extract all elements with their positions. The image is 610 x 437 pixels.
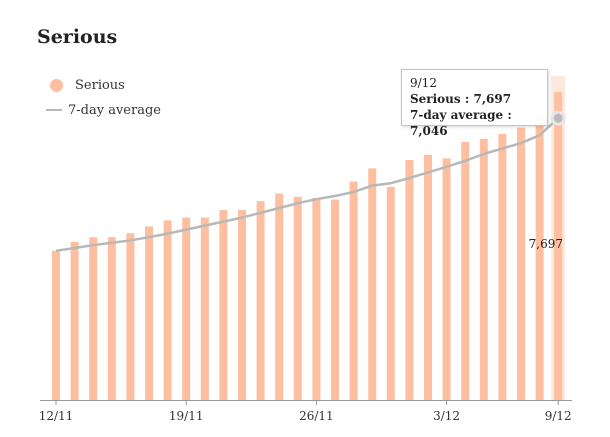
legend: Serious 7-day average [46,74,161,124]
bar [535,114,544,401]
bar [238,210,246,400]
x-tick-label: 12/11 [39,409,74,423]
legend-item-average[interactable]: 7-day average [46,99,161,121]
x-tick-label: 9/12 [545,409,572,423]
bar [89,237,98,400]
x-tick-label: 26/11 [299,409,334,423]
bar [275,193,284,400]
bar [70,242,79,400]
bar [293,196,302,400]
bar [145,226,153,400]
bar [554,92,563,401]
tooltip-average-label: 7-day average [410,108,504,122]
chart-title: Serious [37,26,118,48]
bar [442,158,451,400]
tooltip-serious-value: 7,697 [473,92,512,106]
bar [200,217,209,400]
bar [498,134,507,400]
bar [368,168,377,400]
bar [52,250,60,400]
legend-dot-icon [50,78,63,92]
tooltip: 9/12 Serious : 7,697 7-day average : 7,0… [401,69,548,138]
bar [424,154,432,400]
tooltip-serious-label: Serious [410,92,461,106]
bar [219,210,228,400]
bar [107,237,116,400]
bar [182,217,191,400]
bar [386,186,395,400]
hover-marker [550,110,566,126]
bar [126,233,135,400]
bar [349,181,358,400]
x-tick-label: 3/12 [433,409,460,423]
bar [163,220,172,400]
bar [461,142,470,400]
legend-line-icon [46,109,62,111]
bar [405,160,414,400]
bar [312,198,321,400]
bar [517,127,525,400]
x-tick-label: 19/11 [169,409,204,423]
legend-label-serious: Serious [75,77,125,93]
tooltip-date: 9/12 [410,76,437,90]
bar [479,138,488,401]
bar [256,201,265,400]
average-line [55,117,560,253]
bar [331,199,339,400]
tooltip-average-value: 7,046 [410,124,448,138]
legend-label-average: 7-day average [68,102,161,118]
tooltip-average-row: 7-day average : 7,046 [410,108,512,138]
end-value-label: 7,697 [529,237,563,251]
legend-item-serious[interactable]: Serious [46,74,161,96]
tooltip-serious-row: Serious : 7,697 [410,92,512,106]
